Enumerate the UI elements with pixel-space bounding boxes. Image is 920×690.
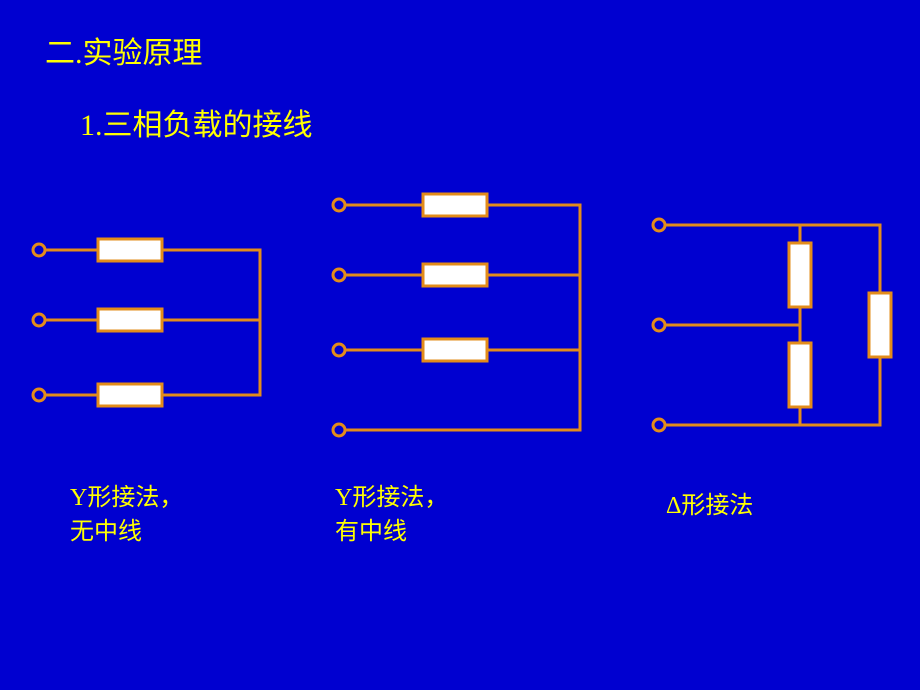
diagrams-row (0, 165, 920, 505)
caption-y-no-neutral: Y形接法， 无中线 (70, 482, 183, 549)
diagram-y-with-neutral (325, 170, 600, 475)
circuit-svg-delta (645, 195, 900, 450)
caption-y-with-neutral: Y形接法， 有中线 (335, 482, 448, 549)
diagram-delta (645, 195, 900, 455)
diagram-y-no-neutral (25, 200, 280, 435)
caption-delta: Δ形接法 (666, 490, 753, 524)
subsection-heading: 1.三相负载的接线 (80, 100, 313, 144)
circuit-svg-y-no-neutral (25, 200, 280, 430)
circuit-svg-y-with-neutral (325, 170, 600, 470)
section-heading: 二.实验原理 (45, 28, 203, 72)
